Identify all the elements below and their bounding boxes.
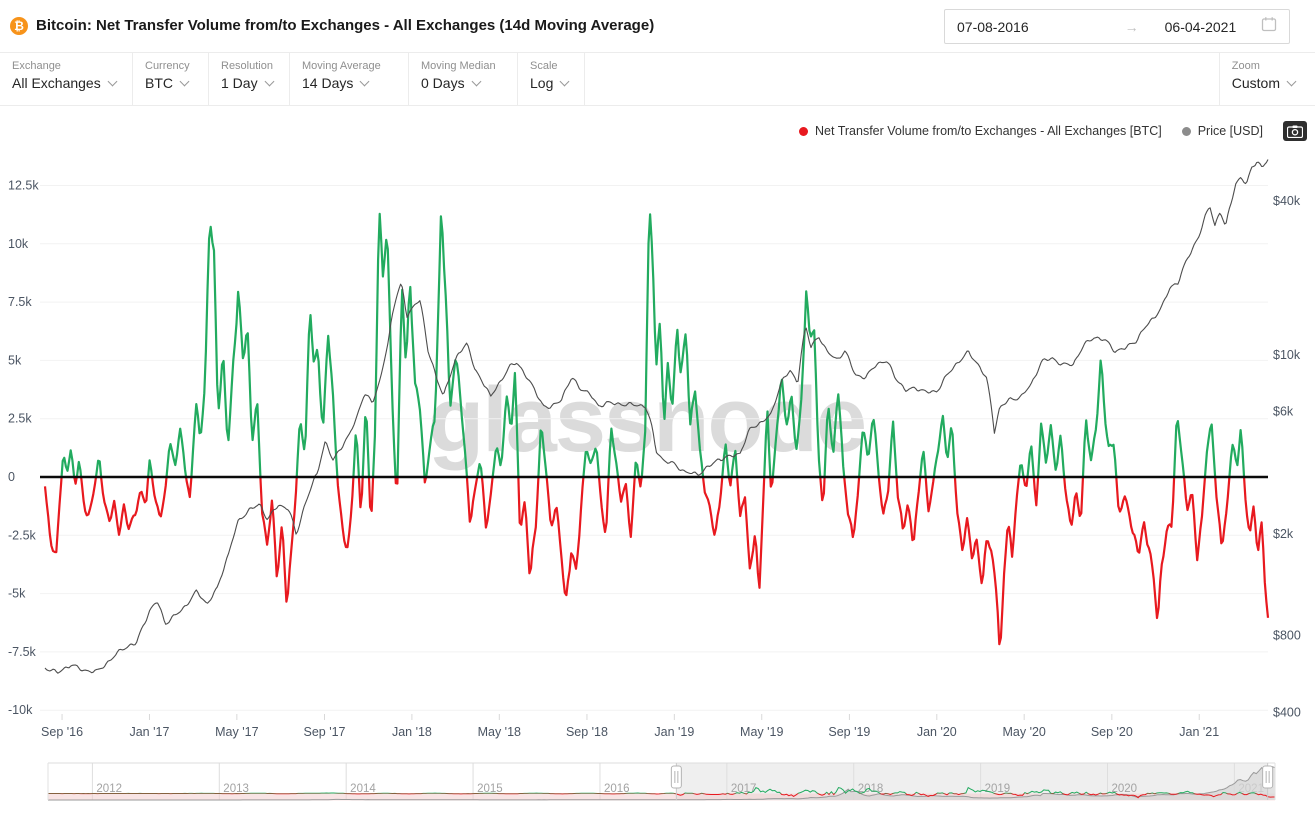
x-tick-label: May '19 — [740, 725, 783, 739]
exchange-dropdown[interactable]: Exchange All Exchanges — [0, 53, 133, 105]
chart-legend: Net Transfer Volume from/to Exchanges - … — [799, 121, 1307, 141]
toolbar-spacer — [585, 53, 1219, 105]
y-tick-label: $800 — [1273, 629, 1301, 643]
x-tick-label: Jan '21 — [1179, 725, 1219, 739]
page-title: Bitcoin: Net Transfer Volume from/to Exc… — [36, 17, 655, 34]
navigator-year-label: 2016 — [604, 783, 630, 795]
y-tick-label: -7.5k — [8, 645, 37, 659]
legend-item-price[interactable]: Price [USD] — [1181, 124, 1263, 138]
y-tick-label: 0 — [8, 470, 15, 484]
y-tick-label: $40k — [1273, 194, 1301, 208]
net-transfer-volume-line-positive[interactable] — [45, 212, 1268, 644]
zoom-label: Zoom — [1231, 60, 1260, 72]
x-tick-label: Sep '17 — [303, 725, 345, 739]
y-tick-label: 12.5k — [8, 179, 39, 193]
date-range-picker[interactable]: 07-08-2016 → 06-04-2021 — [944, 9, 1290, 44]
navigator-handle-right[interactable] — [1262, 765, 1274, 789]
camera-icon — [1287, 125, 1303, 138]
x-tick-label: Jan '20 — [917, 725, 957, 739]
navigator[interactable]: 2012201320142015201620172018201920202021 — [47, 762, 1276, 801]
date-to-input[interactable]: 06-04-2021 — [1164, 18, 1237, 35]
currency-label: Currency — [145, 60, 190, 72]
chevron-down-icon — [359, 76, 370, 86]
currency-value: BTC — [145, 75, 173, 91]
x-tick-label: Jan '19 — [654, 725, 694, 739]
chevron-down-icon — [471, 76, 482, 86]
x-tick-label: May '20 — [1002, 725, 1045, 739]
y-tick-label: $2k — [1273, 527, 1294, 541]
navigator-price-area — [48, 766, 1275, 800]
navigator-volume-line-negative — [48, 793, 1275, 799]
chevron-down-icon — [179, 76, 190, 86]
navigator-volume-line-positive — [48, 786, 1258, 794]
moving-average-value: 14 Days — [302, 75, 354, 91]
y-tick-label: 5k — [8, 353, 22, 367]
currency-dropdown[interactable]: Currency BTC — [133, 53, 209, 105]
moving-average-dropdown[interactable]: Moving Average 14 Days — [290, 53, 409, 105]
x-tick-label: Sep '20 — [1091, 725, 1133, 739]
legend-dot-red — [799, 126, 809, 136]
y-tick-label: 10k — [8, 237, 29, 251]
navigator-volume-band — [48, 793, 1275, 801]
navigator-price-line — [48, 766, 1276, 801]
y-tick-label: $6k — [1273, 405, 1294, 419]
x-tick-label: Sep '18 — [566, 725, 608, 739]
legend-dot-gray — [1181, 126, 1191, 136]
moving-median-value: 0 Days — [421, 75, 465, 91]
x-axis: Sep '16 Jan '17 May '17 Sep '17 Jan '18 May '… — [41, 714, 1219, 739]
toolbar: Exchange All Exchanges Currency BTC Reso… — [0, 52, 1315, 106]
moving-median-label: Moving Median — [421, 60, 496, 72]
y-tick-label: 2.5k — [8, 412, 32, 426]
exchange-label: Exchange — [12, 60, 61, 72]
x-tick-label: Jan '17 — [129, 725, 169, 739]
scale-dropdown[interactable]: Scale Log — [518, 53, 585, 105]
y-axis-right: $40k $10k $6k $2k $800 $400 — [1273, 194, 1301, 720]
x-tick-label: May '18 — [478, 725, 521, 739]
zoom-value: Custom — [1231, 75, 1280, 91]
x-tick-label: Sep '16 — [41, 725, 83, 739]
scale-value: Log — [530, 75, 554, 91]
exchange-value: All Exchanges — [12, 75, 101, 91]
y-tick-label: 7.5k — [8, 295, 32, 309]
header: ₿ Bitcoin: Net Transfer Volume from/to E… — [0, 0, 1315, 52]
x-tick-label: Jan '18 — [392, 725, 432, 739]
scale-label: Scale — [530, 60, 558, 72]
chevron-down-icon — [264, 76, 275, 86]
navigator-handle-left[interactable] — [670, 765, 682, 789]
resolution-dropdown[interactable]: Resolution 1 Day — [209, 53, 290, 105]
zoom-dropdown[interactable]: Zoom Custom — [1218, 53, 1315, 105]
y-axis-left: 12.5k 10k 7.5k 5k 2.5k 0 -2.5k -5k -7.5k -10k — [8, 179, 39, 718]
legend-label: Price [USD] — [1197, 124, 1263, 138]
chevron-down-icon — [559, 76, 570, 86]
navigator-year-label: 2015 — [477, 783, 503, 795]
date-from-input[interactable]: 07-08-2016 — [957, 18, 1029, 35]
navigator-year-label: 2012 — [96, 783, 122, 795]
navigator-year-label: 2013 — [223, 783, 249, 795]
navigator-year-label: 2014 — [350, 783, 376, 795]
y-tick-label: $10k — [1273, 348, 1301, 362]
moving-median-dropdown[interactable]: Moving Median 0 Days — [409, 53, 518, 105]
price-line[interactable] — [44, 159, 1269, 674]
resolution-label: Resolution — [221, 60, 273, 72]
y-tick-label: -5k — [8, 587, 26, 601]
y-tick-label: -2.5k — [8, 528, 37, 542]
chevron-down-icon — [1286, 76, 1297, 86]
y-tick-label: $400 — [1273, 706, 1301, 720]
calendar-icon[interactable] — [1261, 16, 1277, 37]
x-tick-label: Sep '19 — [828, 725, 870, 739]
bitcoin-icon: ₿ — [10, 17, 28, 35]
resolution-value: 1 Day — [221, 75, 258, 91]
legend-label: Net Transfer Volume from/to Exchanges - … — [815, 124, 1162, 138]
x-tick-label: May '17 — [215, 725, 258, 739]
legend-item-net-transfer-volume[interactable]: Net Transfer Volume from/to Exchanges - … — [799, 124, 1162, 138]
moving-average-label: Moving Average — [302, 60, 381, 72]
camera-screenshot-button[interactable] — [1283, 121, 1307, 141]
chevron-down-icon — [107, 76, 118, 86]
y-tick-label: -10k — [8, 703, 33, 717]
date-range-arrow-icon: → — [1124, 18, 1139, 35]
navigator-year-label: 2020 — [1112, 783, 1138, 795]
